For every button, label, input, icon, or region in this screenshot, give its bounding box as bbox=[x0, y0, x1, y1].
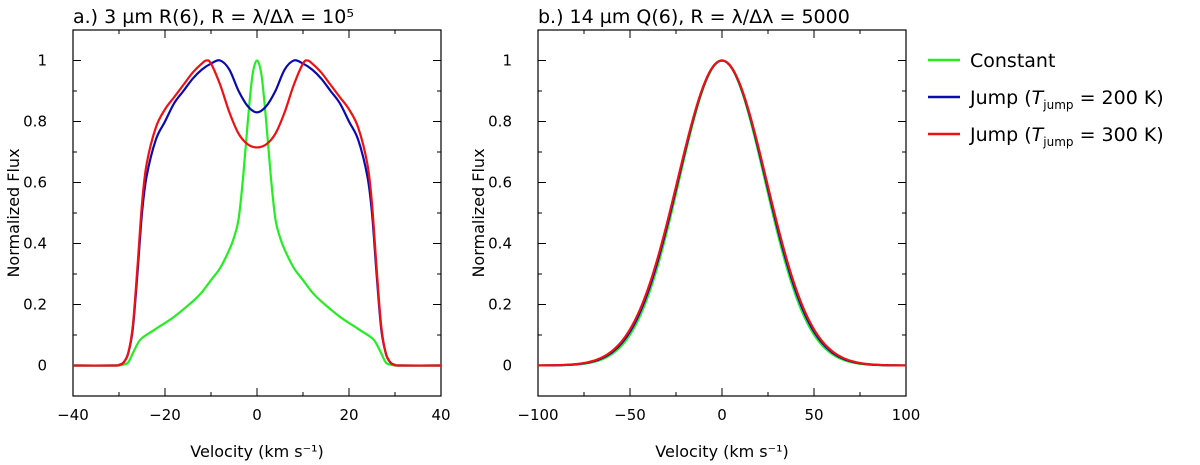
panel-a-ytick-label: 0.6 bbox=[23, 174, 47, 192]
panel-b-ytick-label: 0.6 bbox=[488, 174, 512, 192]
panel-b-ticks: −100 −50 0 50 100 0 0.2 0.4 0.6 0.8 1 bbox=[488, 29, 921, 424]
panel-b-xtick-label: 0 bbox=[717, 406, 727, 424]
panel-a-xtick-label: 0 bbox=[252, 406, 262, 424]
legend: Constant Jump (Tjump = 200 K) Jump (Tjum… bbox=[928, 50, 1164, 149]
legend-label-jump-200-sub: jump bbox=[1042, 98, 1073, 112]
panel-b-ytick-label: 0 bbox=[502, 357, 512, 375]
panel-b: b.) 14 µm Q(6), R = λ/Δλ = 5000 −100 −50 0… bbox=[469, 6, 920, 461]
legend-label-jump-300-prefix: Jump ( bbox=[969, 124, 1032, 146]
panel-a: a.) 3 µm R(6), R = λ/Δλ = 10⁵ −40 −20 0 20 4… bbox=[4, 6, 451, 461]
panel-a-ytick-label: 0 bbox=[37, 357, 47, 375]
panel-a-series bbox=[72, 59, 442, 367]
panel-a-xtick-label: −40 bbox=[57, 406, 89, 424]
panel-a-xtick-label: 20 bbox=[339, 406, 358, 424]
legend-label-jump-300-var: T bbox=[1032, 124, 1045, 146]
panel-b-frame bbox=[537, 29, 907, 397]
legend-label-jump-200-prefix: Jump ( bbox=[969, 87, 1032, 109]
panel-a-ytick-label: 1 bbox=[37, 52, 47, 70]
panel-a-xtick-label: −20 bbox=[149, 406, 181, 424]
legend-label-jump-200: Jump (Tjump = 200 K) bbox=[969, 87, 1164, 112]
panel-b-series-jump-t-jump-200-k bbox=[537, 59, 907, 367]
panel-a-ticks: −40 −20 0 20 40 0 0.2 0.4 0.6 0.8 1 bbox=[23, 29, 451, 424]
panel-a-ytick-label: 0.4 bbox=[23, 235, 47, 253]
panel-b-series-jump-t-jump-300-k bbox=[537, 59, 907, 367]
panel-b-ytick-label: 1 bbox=[502, 52, 512, 70]
panel-b-xtick-label: −100 bbox=[517, 406, 558, 424]
legend-label-jump-200-var: T bbox=[1032, 87, 1045, 109]
panel-b-series bbox=[537, 59, 907, 367]
panel-b-xlabel: Velocity (km s⁻¹) bbox=[655, 442, 788, 461]
panel-a-series-constant bbox=[72, 59, 442, 367]
legend-label-jump-300-sub: jump bbox=[1042, 135, 1073, 149]
panel-b-series-constant bbox=[537, 59, 907, 367]
panel-b-ylabel: Normalized Flux bbox=[469, 148, 488, 277]
panel-a-series-jump-t-jump-200-k bbox=[72, 59, 442, 367]
legend-label-constant: Constant bbox=[970, 50, 1055, 72]
panel-b-ytick-label: 0.4 bbox=[488, 235, 512, 253]
panel-a-xlabel: Velocity (km s⁻¹) bbox=[190, 442, 323, 461]
panel-a-ytick-label: 0.8 bbox=[23, 113, 47, 131]
panel-a-title: a.) 3 µm R(6), R = λ/Δλ = 10⁵ bbox=[73, 6, 354, 28]
legend-label-jump-300-suffix: = 300 K) bbox=[1074, 124, 1164, 146]
panel-b-title: b.) 14 µm Q(6), R = λ/Δλ = 5000 bbox=[538, 6, 850, 28]
panel-b-xtick-label: 100 bbox=[892, 406, 921, 424]
panel-b-xtick-label: 50 bbox=[804, 406, 823, 424]
panel-b-xtick-label: −50 bbox=[614, 406, 646, 424]
panel-b-ytick-label: 0.8 bbox=[488, 113, 512, 131]
panel-b-ytick-label: 0.2 bbox=[488, 296, 512, 314]
panel-a-ytick-label: 0.2 bbox=[23, 296, 47, 314]
legend-label-jump-200-suffix: = 200 K) bbox=[1074, 87, 1164, 109]
panel-a-frame bbox=[72, 29, 442, 397]
panel-a-ylabel: Normalized Flux bbox=[4, 148, 23, 277]
legend-label-jump-300: Jump (Tjump = 300 K) bbox=[969, 124, 1164, 149]
panel-a-xtick-label: 40 bbox=[431, 406, 450, 424]
panel-a-series-jump-t-jump-300-k bbox=[72, 59, 442, 367]
